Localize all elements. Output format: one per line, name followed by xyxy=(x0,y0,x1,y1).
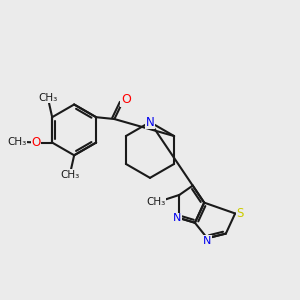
Text: CH₃: CH₃ xyxy=(7,136,26,147)
Text: S: S xyxy=(237,207,244,220)
Text: CH₃: CH₃ xyxy=(38,93,57,103)
Text: CH₃: CH₃ xyxy=(60,170,79,180)
Text: O: O xyxy=(31,136,40,149)
Text: O: O xyxy=(121,93,131,106)
Text: N: N xyxy=(146,116,154,129)
Text: N: N xyxy=(203,236,212,246)
Text: CH₃: CH₃ xyxy=(146,197,165,207)
Text: N: N xyxy=(173,213,182,223)
